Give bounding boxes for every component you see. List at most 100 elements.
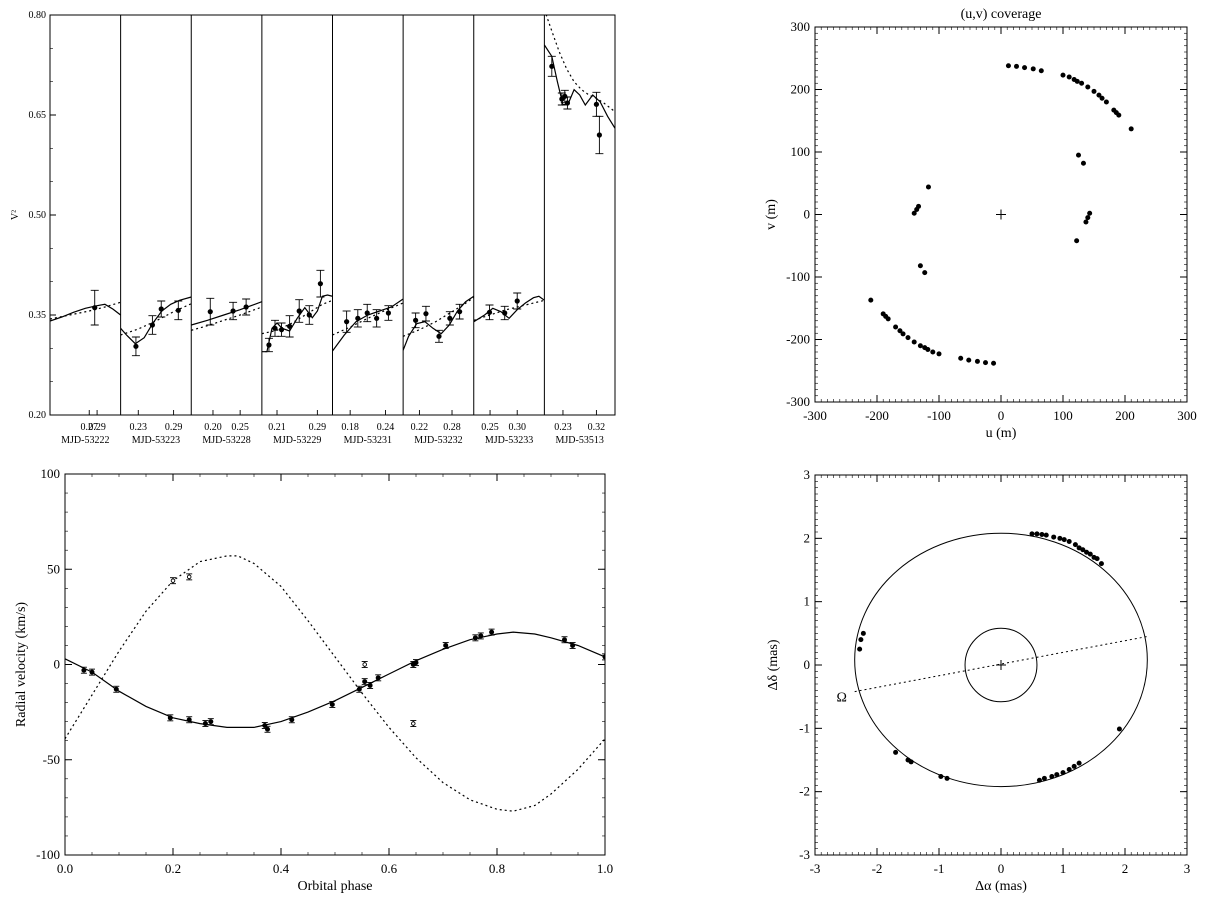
rv-primary-point bbox=[472, 635, 478, 641]
orbit-point bbox=[858, 637, 864, 643]
v2-data-point bbox=[243, 304, 249, 310]
x-tick-label: 0.2 bbox=[165, 861, 181, 876]
uv-point bbox=[868, 297, 874, 303]
orbit-point bbox=[1098, 561, 1104, 567]
uv-point bbox=[893, 324, 899, 330]
v2-data-point bbox=[133, 343, 139, 349]
v2-data-point bbox=[344, 319, 350, 325]
x-tick-label: 100 bbox=[1053, 408, 1073, 423]
v2-y-tick-label: 0.50 bbox=[29, 210, 47, 221]
x-tick-label: -100 bbox=[927, 408, 951, 423]
y-tick-label: -50 bbox=[43, 752, 60, 767]
uv-point bbox=[922, 345, 928, 351]
v2-x-tick-label: 0.25 bbox=[481, 422, 499, 433]
v2-model-solid-line bbox=[50, 303, 121, 322]
uv-point bbox=[1074, 238, 1080, 244]
v2-data-point bbox=[564, 100, 571, 106]
orbit-point bbox=[944, 775, 950, 781]
v2-x-tick-label: 0.21 bbox=[268, 422, 286, 433]
y-tick-label: 1 bbox=[804, 594, 811, 609]
uv-point bbox=[1080, 160, 1086, 166]
v2-data-point bbox=[457, 309, 463, 315]
v2-model-dotted-line bbox=[473, 299, 545, 321]
uv-point bbox=[900, 331, 906, 337]
orbit-point bbox=[1054, 772, 1060, 778]
rv-primary-point bbox=[186, 717, 192, 723]
uv-point bbox=[1014, 63, 1019, 69]
uv-coverage-panel: (u,v) coverage -300 -200 -100 0 100 200 300 -300… bbox=[764, 7, 1197, 441]
uv-point bbox=[983, 360, 988, 366]
uv-point bbox=[1116, 112, 1122, 118]
uv-point bbox=[1079, 80, 1085, 86]
v2-subplot: 0.20 0.25 MJD-53228 bbox=[190, 15, 262, 446]
x-tick-label: 3 bbox=[1184, 861, 1191, 876]
rv-primary-curve bbox=[65, 631, 605, 728]
x-tick-label: -2 bbox=[872, 861, 883, 876]
orbit-point bbox=[1036, 777, 1042, 783]
v2-data-point bbox=[374, 315, 380, 321]
v2-x-tick-label: 0.22 bbox=[411, 422, 429, 433]
v2-subplot: 0.25 0.30 MJD-53233 bbox=[473, 15, 545, 446]
v2-subplot: 0.18 0.24 MJD-53231 bbox=[332, 15, 404, 446]
v2-subplot-label: MJD-53233 bbox=[485, 435, 533, 446]
uv-point bbox=[1038, 68, 1044, 74]
v2-data-point bbox=[175, 307, 181, 313]
v2-x-tick-label: 0.25 bbox=[231, 422, 249, 433]
v2-data-point bbox=[562, 93, 568, 99]
v2-subplot-label: MJD-53513 bbox=[556, 435, 604, 446]
uv-point bbox=[930, 349, 936, 355]
v2-subplot-label: MJD-53222 bbox=[61, 435, 109, 446]
v2-subplot-label: MJD-53229 bbox=[273, 435, 321, 446]
v2-data-point bbox=[355, 315, 361, 321]
uv-point bbox=[1099, 95, 1105, 101]
x-tick-label: -3 bbox=[810, 861, 821, 876]
rv-primary-point bbox=[367, 682, 373, 688]
v2-x-tick-label: 0.23 bbox=[554, 422, 572, 433]
v2-data-point bbox=[306, 312, 312, 318]
y-tick-label: 3 bbox=[804, 467, 811, 482]
v2-x-tick-label: 0.29 bbox=[165, 422, 183, 433]
v2-data-point bbox=[385, 310, 392, 316]
orbit-point bbox=[1094, 556, 1100, 562]
orbit-point bbox=[1072, 542, 1078, 548]
v2-data-point bbox=[158, 306, 164, 312]
v2-data-point bbox=[549, 63, 555, 69]
orbit-point bbox=[1051, 534, 1057, 540]
rv-plot-content bbox=[65, 555, 605, 812]
v2-data-point bbox=[486, 309, 493, 315]
uv-point bbox=[1103, 99, 1109, 105]
y-tick-label: 0 bbox=[804, 657, 811, 672]
rv-primary-point bbox=[570, 642, 576, 648]
uv-point bbox=[991, 360, 997, 366]
orbit-point bbox=[1084, 549, 1090, 555]
x-tick-label: 0.8 bbox=[489, 861, 505, 876]
v2-model-solid-line bbox=[191, 301, 262, 326]
v2-subplot-content bbox=[332, 298, 404, 352]
orbit-point bbox=[1080, 547, 1086, 553]
v2-data-point bbox=[364, 310, 370, 316]
uv-point bbox=[911, 210, 917, 216]
radial-velocity-panel: 0.0 0.2 0.4 0.6 0.8 1.0 -100 -50 0 50 100 Orbital p… bbox=[14, 466, 613, 894]
orbit-point bbox=[1087, 551, 1093, 557]
v2-data-point bbox=[296, 308, 302, 314]
y-tick-label: -3 bbox=[799, 847, 810, 862]
uv-point bbox=[1096, 92, 1102, 98]
v2-subplot-content bbox=[120, 296, 192, 357]
rv-primary-point bbox=[208, 719, 214, 725]
rv-secondary-point bbox=[411, 721, 416, 726]
x-tick-label: 0 bbox=[998, 861, 1005, 876]
v2-subplot-content bbox=[261, 269, 333, 353]
orbit-point bbox=[1076, 760, 1082, 766]
uv-point bbox=[922, 270, 928, 276]
x-tick-label: 0.0 bbox=[57, 861, 73, 876]
orbit-point bbox=[1066, 539, 1072, 544]
rv-secondary-curve bbox=[65, 555, 605, 812]
orbit-point bbox=[1061, 537, 1067, 543]
x-axis-label: u (m) bbox=[986, 426, 1017, 441]
v2-subplot-label: MJD-53228 bbox=[202, 435, 250, 446]
uv-point bbox=[1091, 88, 1097, 94]
uv-point bbox=[966, 357, 972, 363]
rv-primary-point bbox=[489, 629, 495, 635]
v2-data-point bbox=[436, 333, 442, 339]
y-tick-label: -2 bbox=[799, 784, 810, 799]
